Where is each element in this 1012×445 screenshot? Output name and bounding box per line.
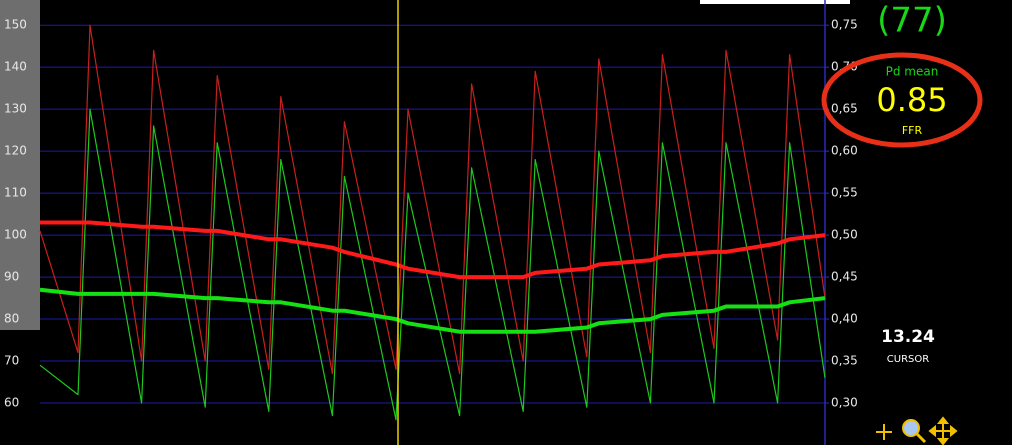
y-tick-label: 110: [4, 186, 27, 200]
pd-value: (77): [877, 1, 947, 41]
screen: 60 70 80 90 100 110 120 130 140 150 0,30 0,35 0,40 0,…: [0, 0, 1012, 445]
y-tick-label: 140: [4, 60, 27, 74]
y2-tick-label: 0,55: [831, 186, 858, 200]
ffr-value: 0.85: [876, 81, 947, 119]
y-tick-label: 150: [4, 18, 27, 32]
y2-tick-label: 0,60: [831, 144, 858, 158]
y2-tick-label: 0,50: [831, 228, 858, 242]
y-tick-label: 130: [4, 102, 27, 116]
cursor-label: CURSOR: [887, 354, 929, 365]
y2-tick-label: 0,45: [831, 270, 858, 284]
y2-tick-label: 0,75: [831, 18, 858, 32]
y-tick-label: 60: [4, 396, 19, 410]
y2-tick-label: 0,30: [831, 396, 858, 410]
pd-label: Pd mean: [886, 65, 939, 79]
y-tick-label: 120: [4, 144, 27, 158]
top-edge: [700, 0, 850, 4]
y2-tick-label: 0,35: [831, 354, 858, 368]
y-tick-label: 100: [4, 228, 27, 242]
y-tick-label: 90: [4, 270, 19, 284]
y-tick-label: 70: [4, 354, 19, 368]
y2-tick-label: 0,40: [831, 312, 858, 326]
y-tick-label: 80: [4, 312, 19, 326]
ffr-label: FFR: [902, 124, 923, 137]
y2-tick-label: 0,65: [831, 102, 858, 116]
cursor-value: 13.24: [881, 327, 935, 347]
page: {"chart_data": {"type": "line", "categor…: [0, 0, 1012, 445]
